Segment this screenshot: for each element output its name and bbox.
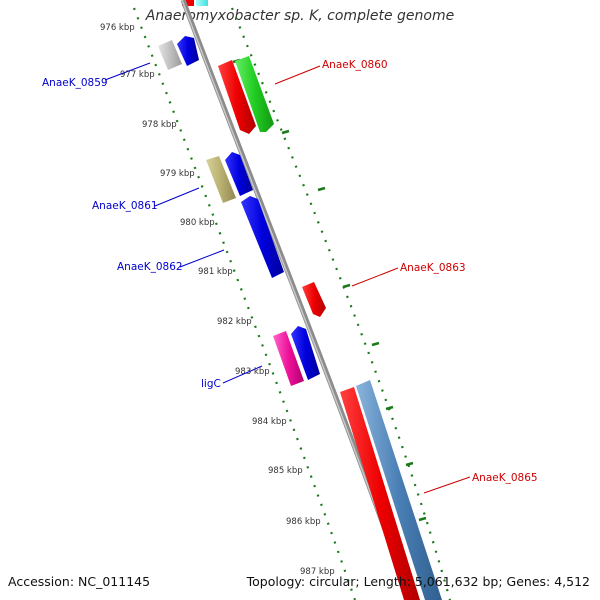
leader-AnaeK_0865: [423, 476, 471, 494]
gene-feature-AnaeK_0859: [177, 36, 199, 66]
leader-AnaeK_0863: [351, 267, 399, 287]
kbp-label: 986 kbp: [286, 517, 321, 527]
genome-title: Anaeromyxobacter sp. K, complete genome: [145, 8, 455, 24]
partial-feature-top-cyan: [196, 0, 208, 6]
outer-major-ticks: [232, 58, 427, 522]
kbp-label: 976 kbp: [100, 23, 135, 33]
gene-feature-AnaeK_0862: [241, 196, 284, 278]
kbp-label: 984 kbp: [252, 417, 287, 427]
gene-label-AnaeK_0859[interactable]: AnaeK_0859: [42, 77, 108, 89]
gene-label-AnaeK_0860[interactable]: AnaeK_0860: [322, 59, 388, 71]
gene-label-AnaeK_0861[interactable]: AnaeK_0861: [92, 200, 158, 212]
gene-feature-AnaeK_0863: [302, 282, 326, 317]
gene-label-ligC[interactable]: ligC: [201, 378, 221, 390]
genome-backbone-highlight: [181, 0, 410, 600]
gene-label-AnaeK_0865[interactable]: AnaeK_0865: [472, 472, 538, 484]
gene-label-AnaeK_0863[interactable]: AnaeK_0863: [400, 262, 466, 274]
leader-AnaeK_0862: [179, 249, 225, 268]
kbp-label: 983 kbp: [235, 367, 270, 377]
gene-feature-AnaeK_0860-green: [235, 56, 274, 132]
gene-feature-AnaeK_0865-red: [340, 387, 420, 600]
leader-ligC: [222, 365, 263, 384]
kbp-label: 981 kbp: [198, 267, 233, 277]
kbp-label: 979 kbp: [160, 169, 195, 179]
kbp-label: 985 kbp: [268, 466, 303, 476]
gene-feature-AnaeK_0865-steel: [356, 380, 442, 600]
gene-feature-AnaeK_0861: [225, 152, 253, 196]
gene-feature-pink: [273, 331, 304, 386]
accession-text: Accession: NC_011145: [8, 574, 151, 589]
kbp-label: 982 kbp: [217, 317, 252, 327]
kbp-label: 977 kbp: [120, 70, 155, 80]
kbp-label: 980 kbp: [180, 218, 215, 228]
outer-tick-track: [230, 7, 452, 600]
topology-text: Topology: circular; Length: 5,061,632 bp…: [246, 574, 590, 589]
partial-feature-top-red: [182, 0, 194, 6]
gene-feature-ligC: [291, 326, 320, 380]
gene-label-AnaeK_0862[interactable]: AnaeK_0862: [117, 261, 183, 273]
kbp-label: 978 kbp: [142, 120, 177, 130]
kbp-label: 987 kbp: [300, 567, 335, 577]
gene-feature-gray: [158, 40, 182, 70]
leader-AnaeK_0860: [274, 65, 321, 85]
leader-AnaeK_0861: [154, 187, 200, 207]
gene-feature-olive: [206, 156, 236, 203]
gene-feature-AnaeK_0860-red: [218, 60, 256, 134]
leader-AnaeK_0859: [104, 62, 151, 81]
